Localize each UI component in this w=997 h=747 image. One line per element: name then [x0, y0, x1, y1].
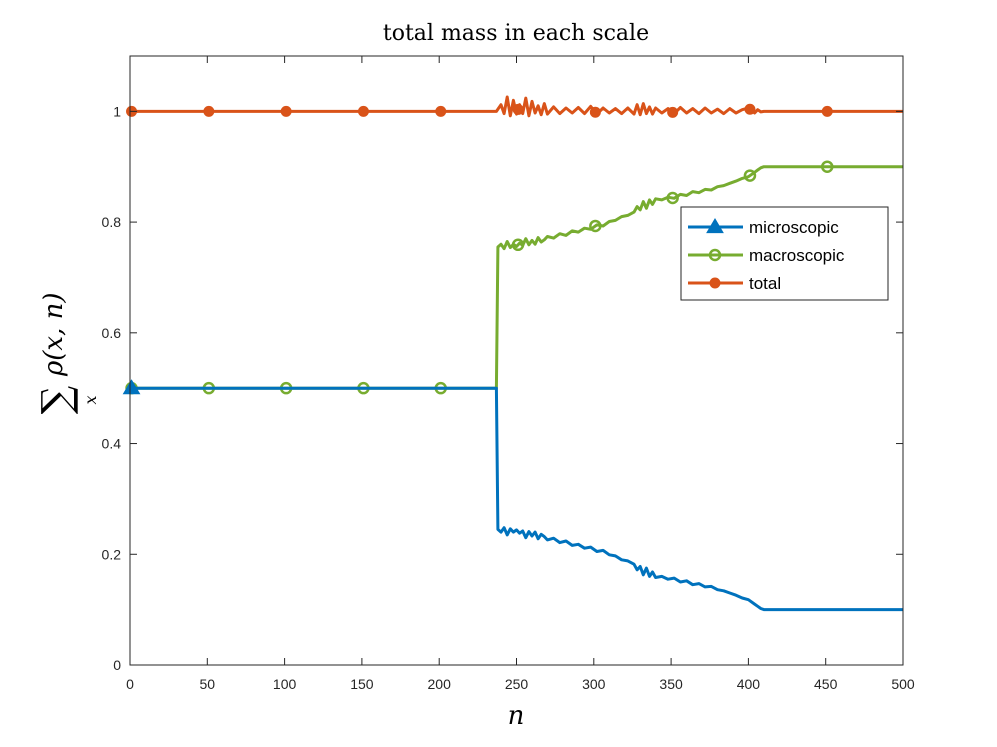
x-tick-label: 100: [273, 676, 297, 692]
x-tick-label: 0: [126, 676, 134, 692]
y-axis-label: ∑ x ρ(x, n): [34, 292, 100, 414]
y-tick-label: 0.8: [102, 214, 122, 230]
legend-label-microscopic: microscopic: [749, 218, 839, 237]
x-tick-label: 350: [659, 676, 683, 692]
legend-marker-total: [709, 277, 721, 289]
data-point-macroscopic: [743, 169, 757, 182]
y-label-sum-symbol: ∑: [34, 385, 80, 414]
data-point-total: [357, 105, 369, 117]
data-point-total: [744, 103, 756, 115]
x-tick-label: 50: [200, 676, 216, 692]
series-total: [126, 95, 903, 118]
x-axis: 0 50 100 150 200 250 300 350 400 450 500: [126, 56, 915, 692]
series-line-total: [130, 95, 903, 118]
legend-label-macroscopic: macroscopic: [749, 246, 845, 265]
y-axis: 0 0.2 0.4 0.6 0.8 1: [102, 103, 903, 673]
data-point-total: [667, 106, 679, 118]
legend-item-macroscopic: macroscopic: [688, 246, 845, 265]
legend: microscopic macroscopic total: [680, 206, 889, 301]
x-tick-label: 450: [814, 676, 838, 692]
data-point-macroscopic: [589, 219, 602, 233]
data-point-total: [821, 105, 833, 117]
legend-marker-macroscopic: [708, 248, 722, 262]
data-point-total: [203, 105, 215, 117]
series-layer: [122, 95, 903, 612]
data-point-macroscopic: [511, 238, 525, 252]
plot-area: [130, 56, 903, 665]
x-tick-label: 500: [891, 676, 915, 692]
data-point-total: [435, 105, 447, 117]
x-tick-label: 400: [737, 676, 761, 692]
y-tick-label: 0.2: [102, 546, 122, 562]
y-tick-label: 1: [113, 103, 121, 119]
data-point-total: [512, 103, 524, 115]
y-tick-label: 0.6: [102, 325, 122, 341]
legend-item-microscopic: microscopic: [688, 218, 839, 237]
data-point-microscopic: [122, 379, 141, 395]
y-label-subscript: x: [81, 395, 100, 404]
x-tick-label: 250: [505, 676, 529, 692]
data-point-total: [280, 105, 292, 117]
x-axis-label: n: [508, 701, 525, 731]
x-tick-label: 300: [582, 676, 606, 692]
data-point-macroscopic: [820, 160, 834, 173]
series-microscopic: [122, 379, 903, 612]
y-label-expression: ρ(x, n): [39, 292, 69, 377]
x-tick-label: 200: [428, 676, 452, 692]
data-point-macroscopic: [666, 191, 679, 205]
y-tick-label: 0: [113, 657, 121, 673]
data-point-total: [589, 106, 601, 118]
y-tick-label: 0.4: [102, 436, 122, 452]
x-tick-label: 150: [350, 676, 374, 692]
legend-item-total: total: [688, 274, 781, 293]
series-line-microscopic: [131, 386, 903, 612]
legend-marker-microscopic: [706, 218, 724, 234]
legend-label-total: total: [749, 274, 781, 293]
chart-title: total mass in each scale: [383, 21, 649, 46]
